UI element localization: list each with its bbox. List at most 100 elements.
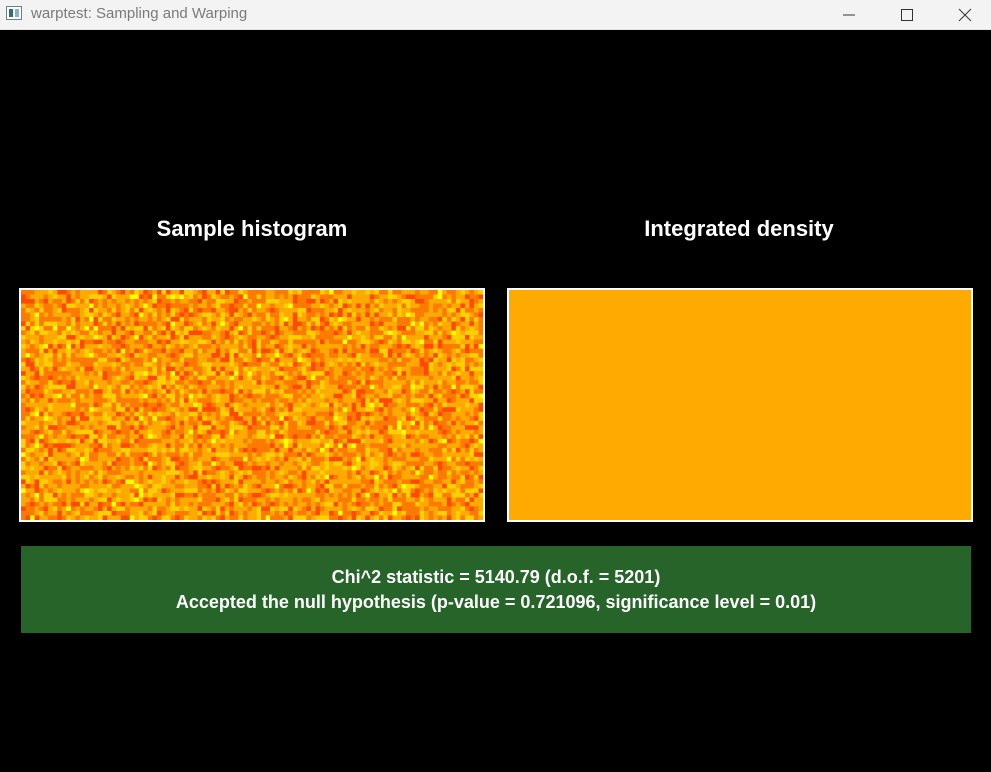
histogram-bin: [274, 371, 280, 376]
histogram-bin: [79, 407, 85, 413]
histogram-bin: [88, 339, 94, 345]
histogram-bin: [206, 501, 212, 507]
histogram-bin: [88, 411, 94, 417]
histogram-bin: [202, 465, 208, 471]
maximize-button[interactable]: [884, 0, 930, 30]
histogram-bin: [111, 492, 117, 498]
histogram-bin: [165, 443, 171, 449]
histogram-bin: [469, 492, 475, 498]
histogram-bin: [202, 384, 208, 390]
histogram-bin: [152, 461, 158, 467]
histogram-bin: [319, 362, 325, 367]
histogram-bin: [165, 308, 171, 313]
histogram-bin: [292, 312, 298, 318]
histogram-bin: [360, 299, 366, 304]
histogram-bin: [265, 294, 271, 300]
histogram-bin: [98, 488, 103, 494]
histogram-bin: [387, 308, 393, 313]
histogram-bin: [125, 488, 131, 494]
histogram-bin: [428, 362, 434, 367]
histogram-bin: [396, 461, 402, 467]
histogram-bin: [238, 456, 244, 462]
histogram-bin: [39, 506, 44, 512]
histogram-bin: [206, 429, 212, 435]
histogram-bin: [116, 339, 121, 345]
histogram-bin: [138, 416, 144, 422]
histogram-bin: [419, 411, 425, 417]
histogram-bin: [147, 353, 153, 358]
histogram-bin: [193, 452, 198, 458]
histogram-bin: [261, 492, 266, 498]
histogram-bin: [261, 294, 266, 300]
histogram-bin: [410, 330, 416, 336]
histogram-bin: [365, 420, 371, 426]
histogram-bin: [455, 312, 461, 318]
histogram-bin: [165, 326, 171, 331]
histogram-bin: [473, 371, 479, 376]
histogram-bin: [297, 492, 303, 498]
histogram-bin: [147, 492, 153, 498]
histogram-bin: [116, 465, 121, 471]
histogram-bin: [220, 483, 226, 489]
histogram-bin: [193, 416, 198, 422]
histogram-bin: [265, 402, 271, 408]
histogram-bin: [52, 465, 58, 471]
histogram-bin: [406, 420, 411, 426]
histogram-bin: [70, 344, 76, 349]
histogram-bin: [306, 380, 312, 386]
histogram-bin: [43, 483, 49, 489]
histogram-bin: [365, 483, 371, 489]
histogram-bin: [57, 411, 63, 417]
histogram-bin: [21, 357, 26, 363]
histogram-bin: [279, 303, 285, 309]
histogram-bin: [161, 461, 167, 467]
histogram-bin: [315, 447, 321, 453]
histogram-bin: [265, 317, 271, 322]
histogram-bin: [279, 452, 285, 458]
histogram-bin: [351, 366, 357, 372]
histogram-bin: [310, 398, 316, 404]
histogram-bin: [270, 411, 275, 417]
histogram-bin: [129, 294, 135, 300]
histogram-bin: [279, 429, 285, 435]
histogram-bin: [374, 339, 380, 345]
histogram-bin: [75, 375, 81, 381]
histogram-bin: [247, 380, 253, 386]
histogram-bin: [220, 420, 226, 426]
histogram-bin: [383, 335, 389, 340]
histogram-bin: [70, 330, 76, 336]
histogram-bin: [433, 474, 439, 480]
histogram-bin: [161, 488, 167, 494]
histogram-bin: [410, 456, 416, 462]
histogram-bin: [129, 429, 135, 435]
histogram-bin: [478, 461, 483, 467]
histogram-bin: [392, 389, 398, 395]
histogram-bin: [451, 501, 457, 507]
histogram-bin: [261, 407, 266, 413]
histogram-bin: [57, 366, 63, 372]
histogram-bin: [79, 452, 85, 458]
histogram-bin: [129, 447, 135, 453]
histogram-bin: [134, 380, 140, 386]
histogram-bin: [306, 452, 312, 458]
histogram-bin: [451, 465, 457, 471]
histogram-bin: [120, 429, 126, 435]
histogram-bin: [301, 402, 307, 408]
histogram-bin: [224, 488, 230, 494]
histogram-bin: [156, 335, 162, 340]
histogram-bin: [147, 501, 153, 507]
histogram-bin: [61, 294, 67, 300]
histogram-bin: [98, 438, 103, 444]
histogram-bin: [387, 497, 393, 503]
close-button[interactable]: [942, 0, 988, 30]
histogram-bin: [428, 303, 434, 309]
minimize-button[interactable]: [826, 0, 872, 30]
histogram-bin: [460, 447, 466, 453]
histogram-bin: [319, 393, 325, 399]
histogram-bin: [202, 411, 208, 417]
histogram-bin: [437, 443, 443, 449]
histogram-bin: [215, 429, 221, 435]
histogram-bin: [75, 398, 81, 404]
histogram-bin: [30, 389, 35, 395]
histogram-bin: [138, 344, 144, 349]
